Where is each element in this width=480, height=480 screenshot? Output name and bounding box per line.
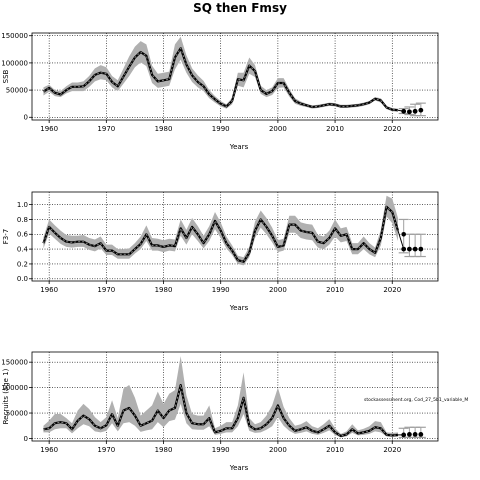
watermark-text: stockassessment.org, Cod_27_5b1_variable…	[364, 397, 468, 403]
y-axis-label: SSB	[2, 69, 10, 83]
forecast-point	[407, 109, 412, 115]
x-tick-label: 1960	[40, 446, 58, 454]
forecast-point	[418, 107, 424, 113]
figure-title: SQ then Fmsy	[193, 1, 287, 15]
x-tick-label: 1980	[155, 125, 173, 133]
plot-frame	[31, 32, 439, 121]
forecast-start-point	[401, 231, 406, 237]
confidence-band	[43, 36, 398, 112]
forecast-point	[401, 246, 407, 252]
forecast-point	[401, 108, 407, 114]
fbar-panel: 1960 1970 1980 1990 2000 2010 2020 0.0 0.2 0.4 0.6…	[2, 191, 439, 312]
x-tick-label: 2020	[383, 446, 401, 454]
x-tick-label: 1970	[97, 286, 115, 294]
plot-frame	[31, 351, 439, 442]
x-tick-label: 2010	[326, 446, 344, 454]
y-tick-label: 0.6	[17, 231, 29, 239]
y-tick-label: 0.4	[17, 246, 29, 254]
forecast-point	[418, 431, 424, 437]
y-tick-label: 50000	[6, 86, 28, 94]
ssb-panel: 1960 1970 1980 1990 2000 2010 2020 0 50000 100000…	[1, 32, 439, 151]
x-axis-label: Years	[229, 464, 249, 472]
forecast-point	[412, 246, 418, 252]
y-tick-label: 0.0	[17, 275, 28, 283]
y-tick-label: 0.2	[17, 260, 28, 268]
x-axis-label: Years	[229, 143, 249, 151]
x-tick-label: 1970	[97, 125, 115, 133]
y-tick-label: 0	[24, 114, 28, 122]
estimate-line-overlay	[43, 47, 399, 111]
x-tick-label: 1980	[155, 446, 173, 454]
x-tick-label: 2000	[269, 125, 287, 133]
x-tick-label: 1980	[155, 286, 173, 294]
y-tick-label: 150000	[1, 359, 28, 367]
forecast-point	[412, 431, 418, 437]
y-tick-label: 1.0	[17, 201, 28, 209]
forecast-point	[412, 108, 418, 114]
x-tick-label: 2020	[383, 125, 401, 133]
recruits-panel: 1960 1970 1980 1990 2000 2010 2020 0 50000 100000…	[1, 351, 439, 472]
x-tick-label: 2020	[383, 286, 401, 294]
forecast-point	[407, 246, 412, 252]
y-tick-label: 150000	[1, 32, 28, 40]
y-tick-label: 50000	[6, 409, 28, 417]
forecast-point	[407, 431, 412, 437]
y-tick-label: 100000	[1, 384, 28, 392]
x-axis-label: Years	[229, 304, 249, 312]
y-tick-label: 0	[24, 435, 28, 443]
confidence-band	[43, 356, 398, 438]
x-tick-label: 1990	[212, 125, 230, 133]
x-tick-label: 2010	[326, 286, 344, 294]
forecast-point	[401, 432, 407, 438]
y-axis-label: F3-7	[2, 229, 10, 244]
forecast-connector	[397, 230, 405, 250]
x-tick-label: 2000	[269, 446, 287, 454]
x-tick-label: 1990	[212, 286, 230, 294]
x-tick-label: 1970	[97, 446, 115, 454]
y-tick-label: 100000	[1, 59, 28, 67]
x-tick-label: 2000	[269, 286, 287, 294]
x-tick-label: 1990	[212, 446, 230, 454]
estimate-line-overlay	[43, 384, 399, 437]
y-axis-label: Recruits (age 1)	[2, 368, 10, 424]
plot-frame	[31, 191, 439, 282]
x-tick-label: 2010	[326, 125, 344, 133]
y-tick-label: 0.8	[17, 216, 28, 224]
x-tick-label: 1960	[40, 125, 58, 133]
estimate-line-overlay	[43, 205, 399, 263]
x-tick-label: 1960	[40, 286, 58, 294]
forecast-point	[418, 246, 424, 252]
